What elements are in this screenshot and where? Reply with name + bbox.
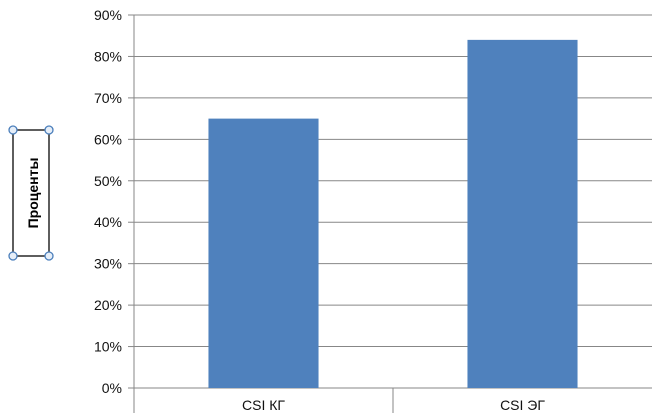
selection-handle-top-left[interactable] <box>8 125 18 135</box>
y-tick-labels: 0% 10% 20% 30% 40% 50% 60% 70% 80% 90% <box>94 7 122 396</box>
y-tick-label: 10% <box>94 339 122 355</box>
y-axis-title-box[interactable]: Проценты <box>8 125 54 261</box>
y-tick-label: 40% <box>94 214 122 230</box>
y-axis-title: Проценты <box>25 158 41 229</box>
y-tick-label: 50% <box>94 173 122 189</box>
y-tick-label: 90% <box>94 7 122 23</box>
x-category-label: CSI ЭГ <box>500 397 545 413</box>
bar-1 <box>208 118 319 388</box>
x-category-label: CSI КГ <box>242 397 285 413</box>
y-tick-label: 80% <box>94 48 122 64</box>
x-category-labels: CSI КГ CSI ЭГ <box>242 397 545 413</box>
selection-handle-bottom-left[interactable] <box>8 251 18 261</box>
selection-handle-bottom-right[interactable] <box>44 251 54 261</box>
axes <box>128 14 394 413</box>
bars <box>208 39 578 388</box>
y-axis-title-frame[interactable] <box>12 129 50 257</box>
y-tick-label: 30% <box>94 256 122 272</box>
selection-handle-top-right[interactable] <box>44 125 54 135</box>
y-tick-label: 70% <box>94 90 122 106</box>
bar-2 <box>467 39 578 388</box>
y-tick-label: 0% <box>102 380 122 396</box>
y-tick-label: 20% <box>94 297 122 313</box>
y-tick-label: 60% <box>94 131 122 147</box>
